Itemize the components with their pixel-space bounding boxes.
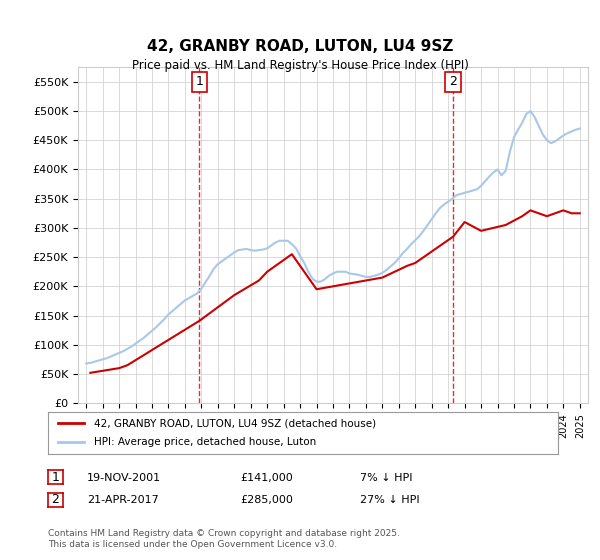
Text: 42, GRANBY ROAD, LUTON, LU4 9SZ (detached house): 42, GRANBY ROAD, LUTON, LU4 9SZ (detache… bbox=[94, 418, 376, 428]
Text: 27% ↓ HPI: 27% ↓ HPI bbox=[360, 495, 419, 505]
Text: Contains HM Land Registry data © Crown copyright and database right 2025.
This d: Contains HM Land Registry data © Crown c… bbox=[48, 529, 400, 549]
Text: 1: 1 bbox=[196, 75, 203, 88]
Text: 1: 1 bbox=[52, 471, 59, 484]
Text: 7% ↓ HPI: 7% ↓ HPI bbox=[360, 473, 413, 483]
Text: 21-APR-2017: 21-APR-2017 bbox=[87, 495, 159, 505]
Text: 2: 2 bbox=[52, 493, 59, 506]
Text: £141,000: £141,000 bbox=[240, 473, 293, 483]
Text: £285,000: £285,000 bbox=[240, 495, 293, 505]
Text: 42, GRANBY ROAD, LUTON, LU4 9SZ: 42, GRANBY ROAD, LUTON, LU4 9SZ bbox=[147, 39, 453, 54]
Text: HPI: Average price, detached house, Luton: HPI: Average price, detached house, Luto… bbox=[94, 437, 316, 447]
Text: 19-NOV-2001: 19-NOV-2001 bbox=[87, 473, 161, 483]
Text: 2: 2 bbox=[449, 75, 457, 88]
Text: Price paid vs. HM Land Registry's House Price Index (HPI): Price paid vs. HM Land Registry's House … bbox=[131, 59, 469, 72]
